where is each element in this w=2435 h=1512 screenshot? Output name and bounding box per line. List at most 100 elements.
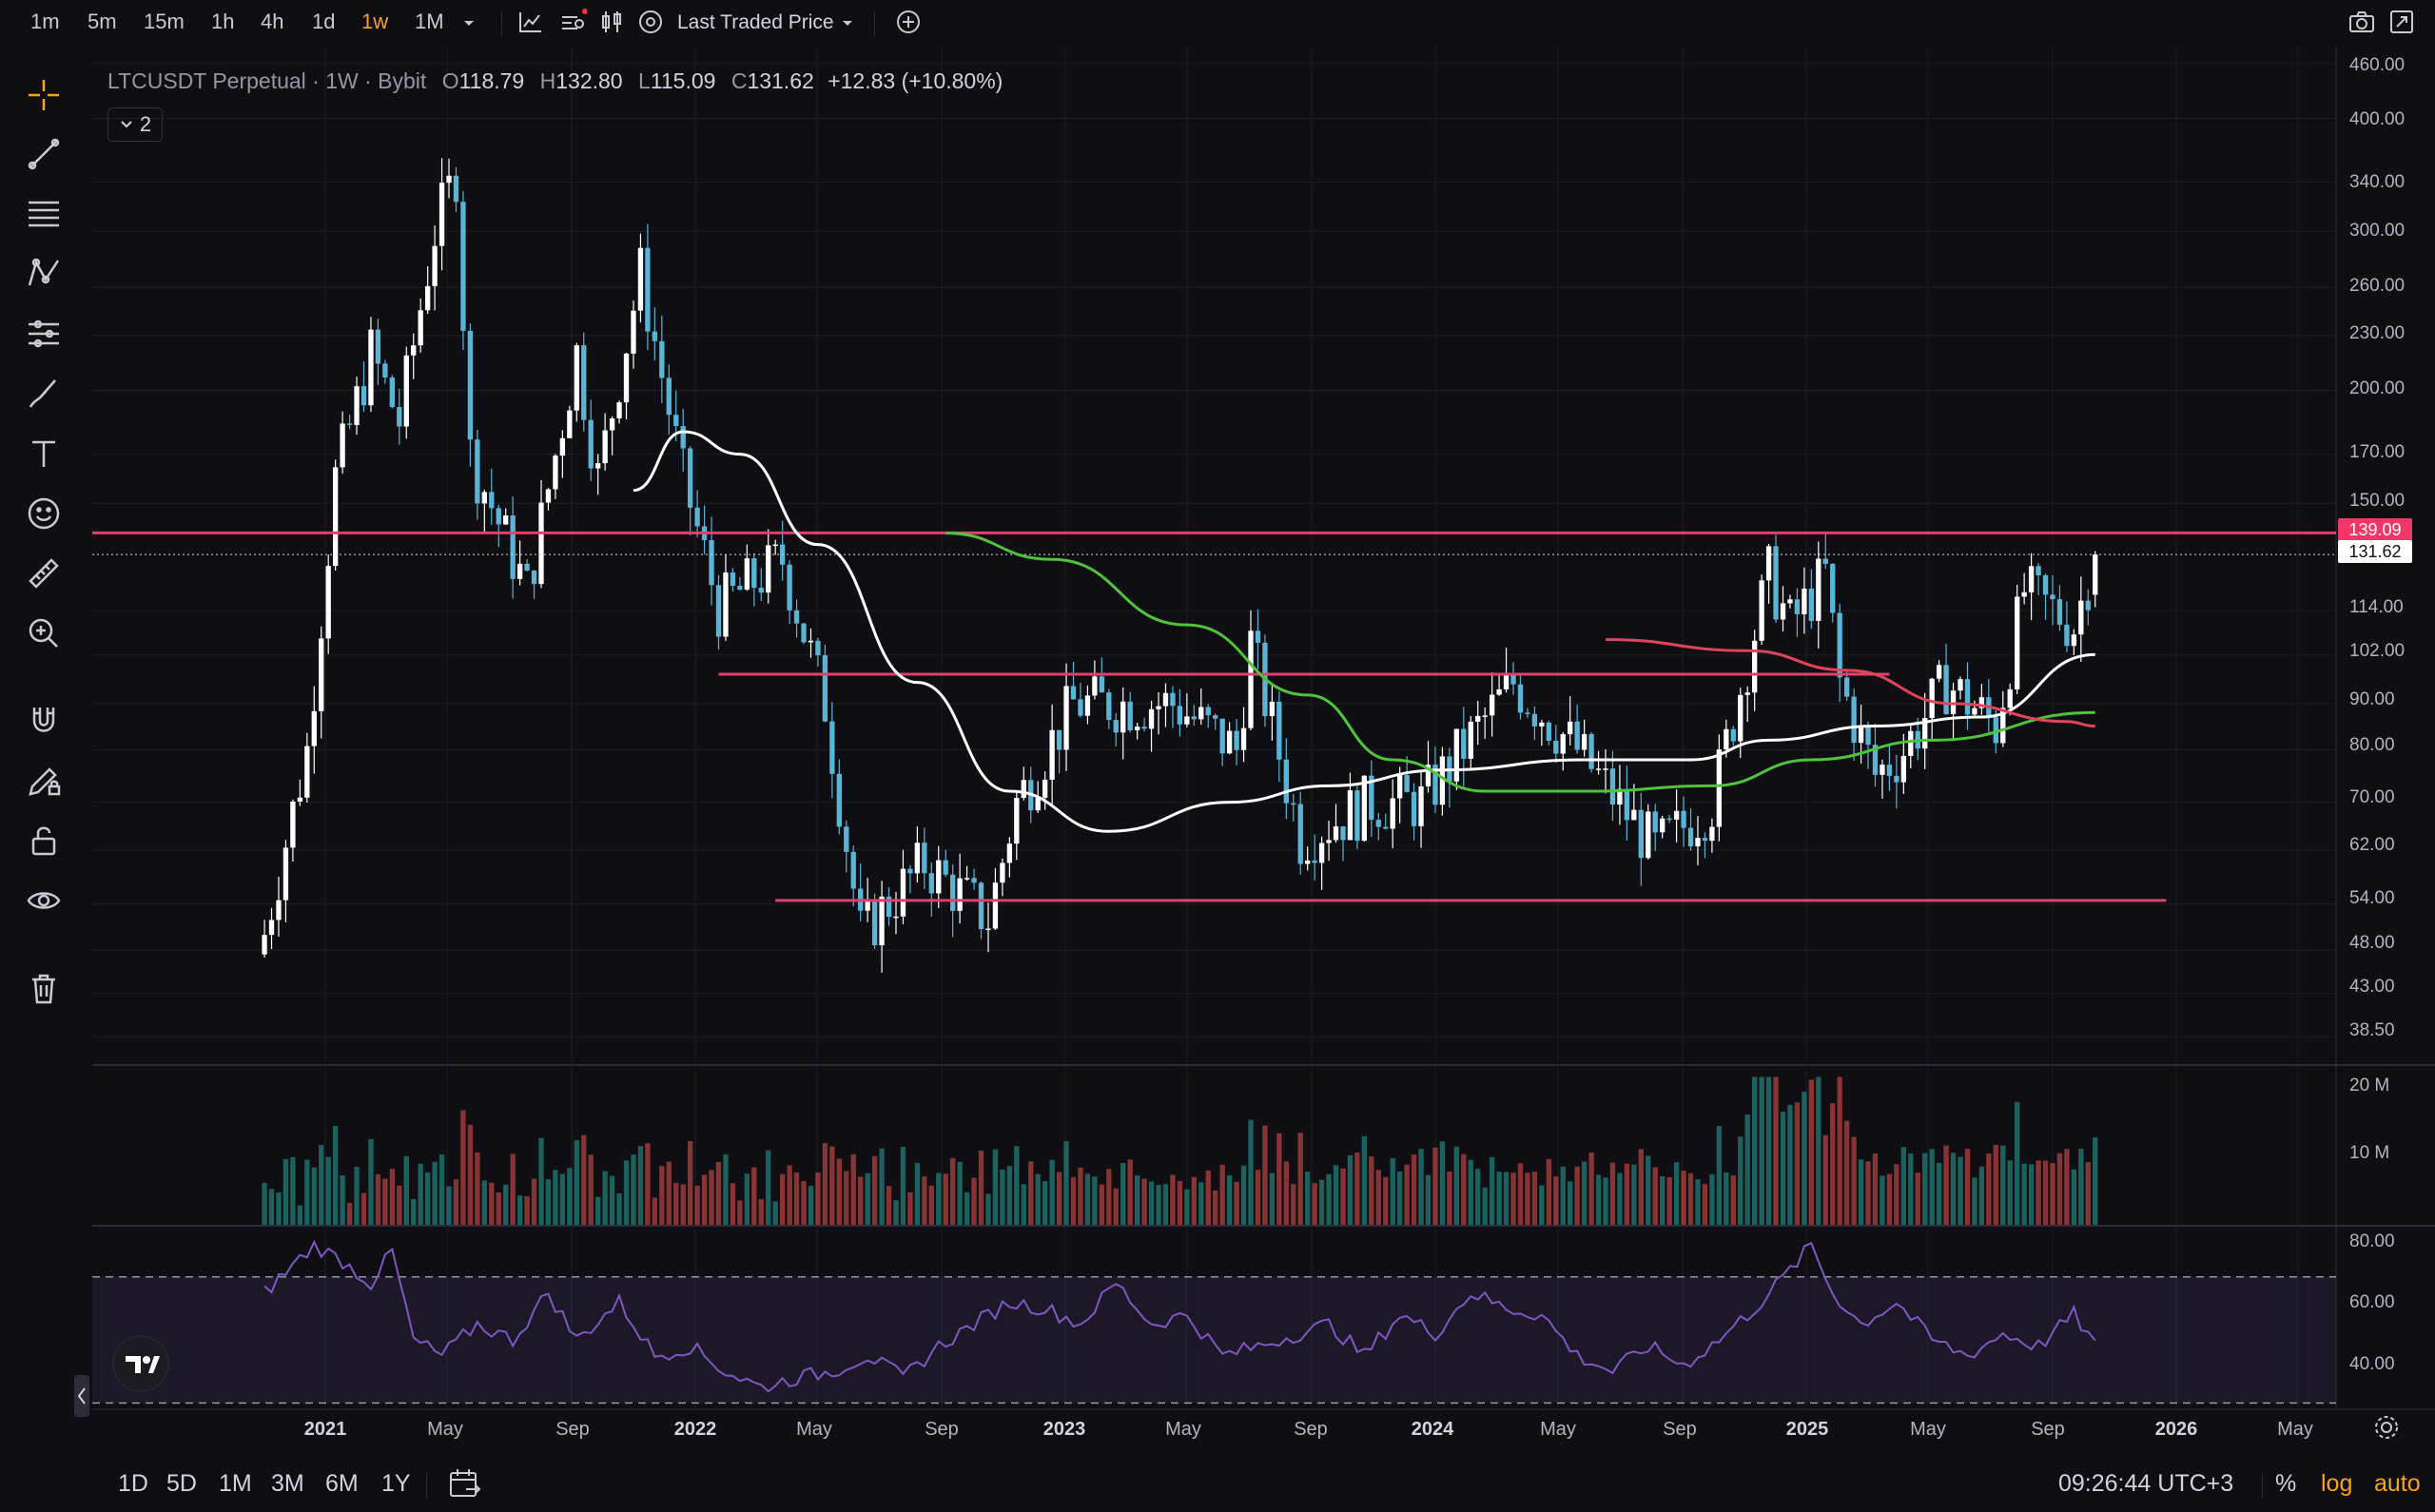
candle [836,773,842,827]
chart-settings-icon[interactable] [558,8,588,36]
emoji-icon[interactable] [25,494,63,533]
panel-collapse-handle[interactable] [74,1375,89,1417]
percent-toggle[interactable]: % [2275,1470,2297,1497]
volume-bar [1546,1158,1551,1225]
fullscreen-icon[interactable] [2387,8,2416,36]
timeframe-dropdown-icon[interactable] [455,10,483,38]
time-tick: May [1540,1419,1576,1440]
timeframe-1m[interactable]: 1m [30,10,60,33]
timeframe-4h[interactable]: 4h [261,10,284,33]
candles-type-icon[interactable] [597,8,626,36]
price-tick: 102.00 [2349,641,2406,661]
timeframe-1w[interactable]: 1w [361,10,389,33]
candle [1291,803,1296,805]
candle [1673,810,1680,820]
volume-bar [1496,1172,1502,1225]
range-3m[interactable]: 3M [271,1470,304,1497]
goto-date-icon[interactable] [447,1466,481,1501]
timeframe-1h[interactable]: 1h [211,10,235,33]
zoom-in-icon[interactable] [25,614,63,652]
price-source-select[interactable]: Last Traded Price [677,11,834,33]
candle [1255,630,1261,643]
price-source-icon[interactable] [636,8,665,36]
candle [637,247,644,311]
volume-bar [1603,1177,1608,1225]
candle [1006,843,1013,863]
candle [751,558,757,589]
volume-bar [1695,1179,1701,1225]
candle [360,386,367,406]
candle [1078,699,1083,716]
candle [424,285,431,311]
lock-drawing-icon[interactable] [25,762,63,800]
volume-bar [645,1143,651,1225]
candle [602,430,608,464]
timeframe-15m[interactable]: 15m [144,10,185,33]
volume-bar [631,1154,636,1225]
volume-bar [1730,1175,1736,1225]
candle [850,851,856,889]
text-tool-icon[interactable] [25,435,63,473]
volume-bar [1162,1184,1169,1225]
volume-bar [1808,1079,1815,1225]
add-icon[interactable] [894,8,923,36]
camera-icon[interactable] [2347,8,2376,36]
auto-toggle[interactable]: auto [2374,1470,2421,1497]
volume-bar [319,1144,324,1225]
ruler-icon[interactable] [25,554,63,592]
range-1d[interactable]: 1D [118,1470,148,1497]
symbol-name[interactable]: LTCUSDT Perpetual · 1W · Bybit [107,68,427,93]
price-tick: 43.00 [2349,977,2395,997]
volume-bar [730,1183,736,1225]
candle [1404,775,1410,792]
range-5d[interactable]: 5D [166,1470,197,1497]
indicators-toggle[interactable]: 2 [107,107,163,142]
candle [1936,665,1942,679]
trend-line-icon[interactable] [25,135,63,173]
candle [1638,809,1644,859]
brush-icon[interactable] [25,375,63,413]
trash-icon[interactable] [25,970,63,1008]
candle [503,515,509,525]
volume-bar [1106,1169,1112,1225]
log-toggle[interactable]: log [2321,1470,2353,1497]
indicators-icon[interactable] [516,8,545,36]
candle [1396,775,1403,799]
volume-bar [2000,1145,2006,1225]
price-source-dropdown-icon[interactable] [833,10,862,38]
candle [1765,546,1772,581]
eye-icon[interactable] [25,882,63,920]
volume-bar [985,1193,991,1225]
volume-bar [1660,1175,1666,1225]
axis-settings-icon[interactable] [2371,1412,2402,1443]
range-1y[interactable]: 1Y [381,1470,411,1497]
range-1m[interactable]: 1M [219,1470,252,1497]
timeframe-1d[interactable]: 1d [312,10,336,33]
clock[interactable]: 09:26:44 UTC+3 [2058,1470,2234,1497]
candle [375,329,381,364]
unlock-icon[interactable] [25,822,63,860]
volume-bar [2064,1149,2070,1225]
volume-bar [1198,1182,1204,1225]
range-6m[interactable]: 6M [325,1470,359,1497]
pattern-icon[interactable] [25,255,63,293]
candle [808,640,814,643]
volume-bar [460,1110,466,1225]
volume-bar [489,1182,495,1225]
crosshair-icon[interactable] [25,76,63,114]
fib-retracement-icon[interactable] [25,195,63,233]
volume-bar [1312,1183,1317,1225]
candle [1738,694,1743,742]
timeframe-1M[interactable]: 1M [415,10,444,33]
volume-bar [2028,1164,2035,1225]
timeframe-5m[interactable]: 5m [88,10,117,33]
candle [1560,734,1566,754]
tradingview-logo[interactable] [112,1335,169,1392]
projection-icon[interactable] [25,315,63,353]
volume-bar [928,1185,934,1225]
candle [354,386,360,425]
magnet-icon[interactable] [25,702,63,740]
line-price-badge: 139.09 [2338,518,2412,541]
candle [1958,679,1963,691]
